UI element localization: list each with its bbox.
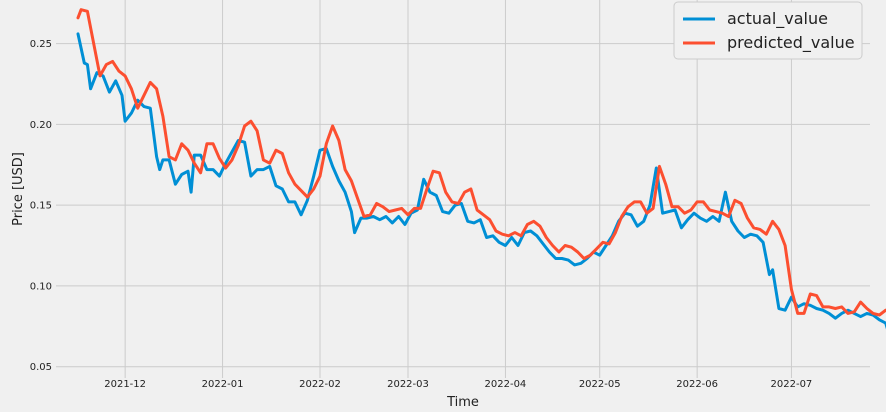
x-tick-label: 2021-12 <box>104 379 146 390</box>
legend-label-actual-value: actual_value <box>727 9 828 29</box>
y-tick-label: 0.05 <box>30 362 52 373</box>
legend-label-predicted-value: predicted_value <box>727 33 855 53</box>
y-tick-label: 0.25 <box>30 39 52 50</box>
x-tick-label: 2022-06 <box>676 379 718 390</box>
x-tick-label: 2022-05 <box>579 379 621 390</box>
x-tick-label: 2022-01 <box>202 379 244 390</box>
x-tick-label: 2022-02 <box>299 379 341 390</box>
series-line-predicted-value <box>76 8 886 317</box>
x-tick-label: 2022-03 <box>387 379 429 390</box>
y-tick-label: 0.10 <box>30 281 52 292</box>
x-tick-label: 2022-07 <box>771 379 813 390</box>
series-line-actual-value <box>76 32 886 330</box>
y-axis-label: Price [USD] <box>11 152 26 226</box>
x-axis-label: Time <box>446 395 479 410</box>
legend: actual_value predicted_value <box>673 1 863 60</box>
x-tick-label: 2022-04 <box>485 379 527 390</box>
tick-labels: 2021-12 2022-01 2022-02 2022-03 2022-04 2022-… <box>30 39 813 390</box>
series-lines <box>76 8 886 330</box>
y-tick-label: 0.20 <box>30 120 52 131</box>
y-tick-label: 0.15 <box>30 201 52 212</box>
legend-box <box>673 1 863 60</box>
